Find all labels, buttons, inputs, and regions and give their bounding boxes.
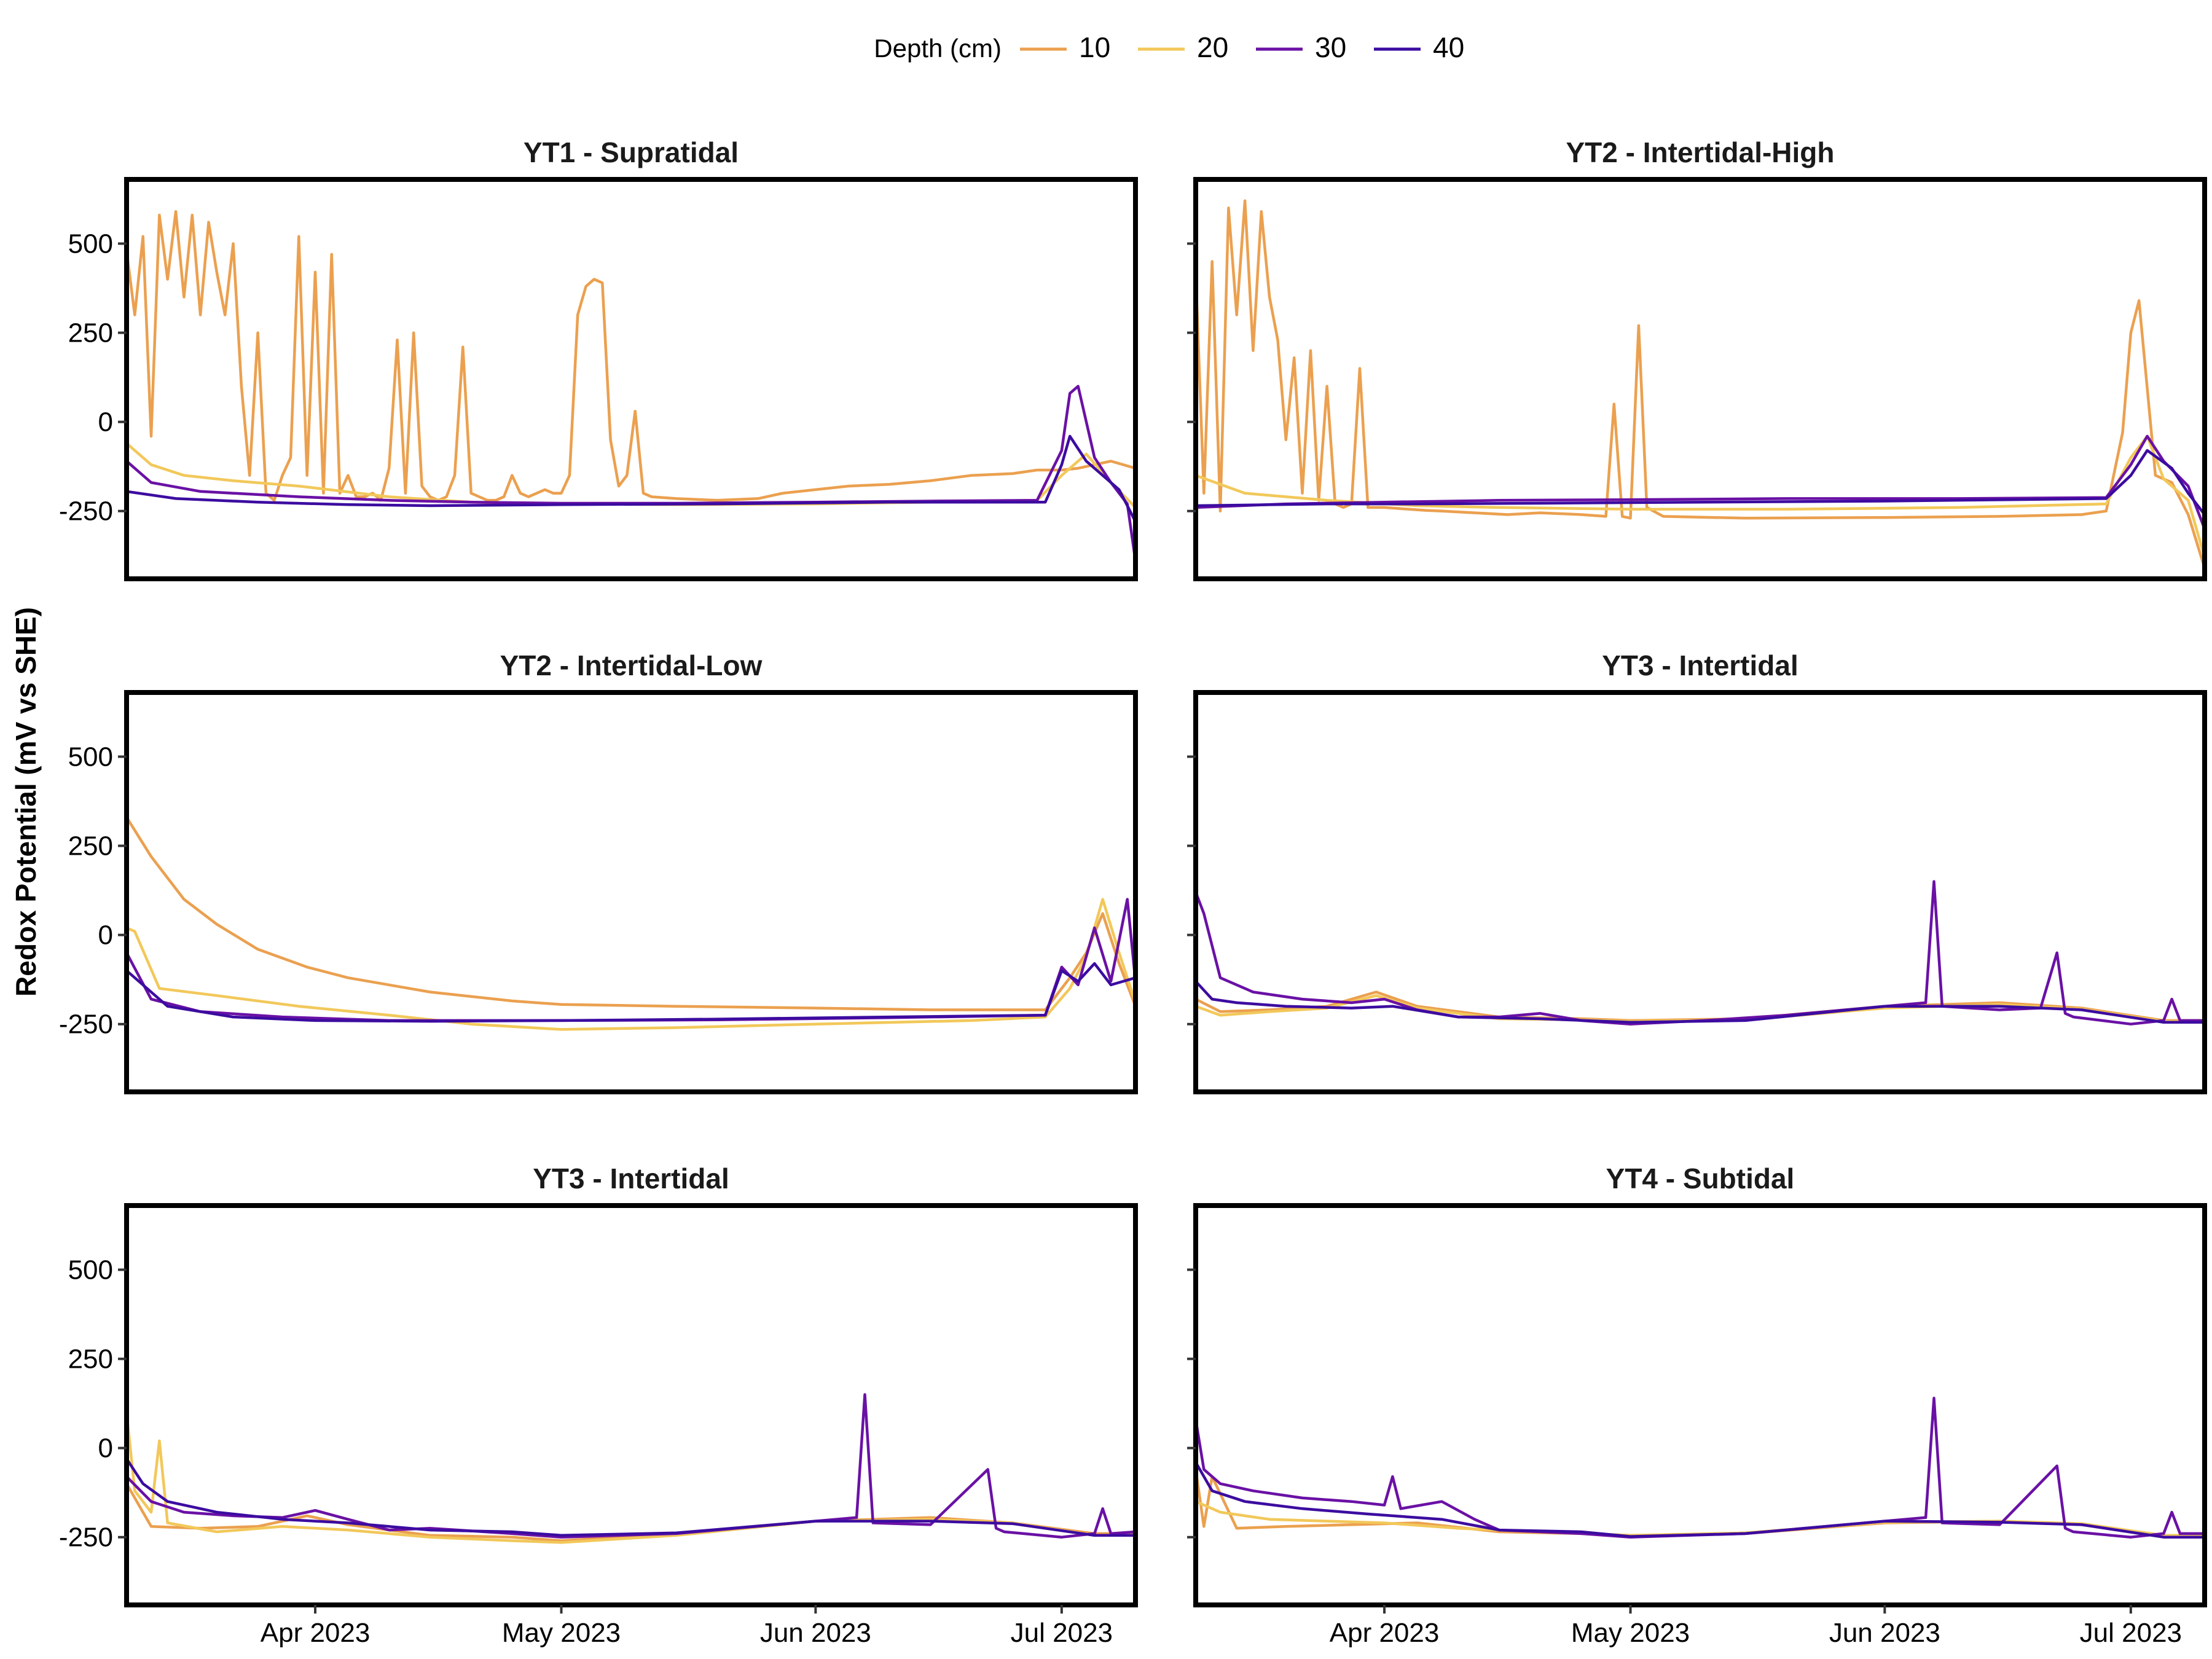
panel-frame (1193, 690, 2207, 1094)
legend-label-20: 20 (1197, 31, 1228, 63)
y-tick-label: 250 (68, 1344, 113, 1375)
panel-2: YT2 - Intertidal-High (1187, 136, 2207, 581)
legend-label-30: 30 (1315, 31, 1346, 63)
panel-frame (1193, 177, 2207, 581)
x-tick-label: Apr 2023 (261, 1618, 371, 1648)
series-line-40 (127, 1457, 1135, 1537)
legend: Depth (cm) 10 20 30 40 (874, 31, 1464, 63)
panel-3: YT2 - Intertidal-Low 500 250 0 -250 (59, 649, 1138, 1094)
y-tick-label: 250 (68, 831, 113, 861)
x-tick-label: Jun 2023 (1829, 1618, 1940, 1648)
series-group (1196, 199, 2205, 569)
series-line-10 (1196, 199, 2205, 569)
panel-title: YT4 - Subtidal (1606, 1163, 1795, 1194)
y-tick-label: -250 (59, 1523, 113, 1553)
legend-label-10: 10 (1079, 31, 1110, 63)
y-axis-label: Redox Potential (mV vs SHE) (10, 607, 42, 997)
series-line-40 (1196, 449, 2205, 516)
panel-title: YT1 - Supratidal (524, 136, 739, 168)
series-group (127, 816, 1135, 1031)
panel-title: YT2 - Intertidal-Low (500, 649, 763, 681)
y-tick-label: 250 (68, 318, 113, 348)
legend-label-40: 40 (1433, 31, 1464, 63)
panel-frame (124, 1203, 1138, 1607)
panel-1: YT1 - Supratidal 500 250 0 -250 (59, 136, 1138, 581)
x-tick-label: Jun 2023 (760, 1618, 871, 1648)
panel-4: YT3 - Intertidal (1187, 649, 2207, 1094)
series-line-10 (127, 210, 1135, 502)
series-line-20 (1196, 434, 2205, 558)
panel-frame (124, 177, 1138, 581)
panel-frame (124, 690, 1138, 1094)
series-line-40 (127, 962, 1135, 1023)
y-tick-label: 0 (98, 920, 113, 951)
x-tick-label: Jul 2023 (1011, 1618, 1113, 1648)
x-tick-label: May 2023 (1571, 1618, 1690, 1648)
panel-5: YT3 - Intertidal 500 250 0 -250 Apr 2023 May 2… (59, 1163, 1138, 1648)
y-tick-label: 0 (98, 407, 113, 437)
y-tick-label: 500 (68, 229, 113, 259)
y-tick-label: -250 (59, 1010, 113, 1040)
y-tick-label: -250 (59, 496, 113, 527)
series-group (1196, 1397, 2205, 1539)
series-line-20 (127, 1412, 1135, 1544)
series-group (127, 1393, 1135, 1544)
legend-title: Depth (cm) (874, 34, 1002, 63)
series-group (127, 210, 1135, 562)
series-line-40 (127, 434, 1135, 523)
panel-title: YT3 - Intertidal (1602, 649, 1798, 681)
y-tick-label: 0 (98, 1433, 113, 1464)
y-tick-label: 500 (68, 1255, 113, 1285)
panel-6: YT4 - Subtidal Apr 2023 May 2023 Jun 2023 Ju… (1187, 1163, 2207, 1648)
x-tick-label: May 2023 (502, 1618, 621, 1648)
series-group (1196, 880, 2205, 1026)
series-line-40 (1196, 1461, 2205, 1539)
series-line-40 (1196, 980, 2205, 1024)
panel-title: YT2 - Intertidal-High (1566, 136, 1835, 168)
x-tick-label: Jul 2023 (2080, 1618, 2182, 1648)
x-tick-label: Apr 2023 (1330, 1618, 1440, 1648)
y-tick-label: 500 (68, 742, 113, 772)
panel-title: YT3 - Intertidal (533, 1163, 729, 1194)
panel-frame (1193, 1203, 2207, 1607)
